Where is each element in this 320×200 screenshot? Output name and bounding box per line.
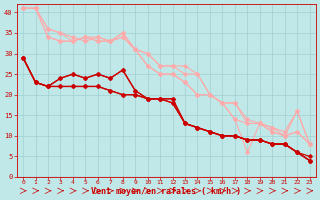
- X-axis label: Vent moyen/en rafales ( km/h ): Vent moyen/en rafales ( km/h ): [91, 187, 241, 196]
